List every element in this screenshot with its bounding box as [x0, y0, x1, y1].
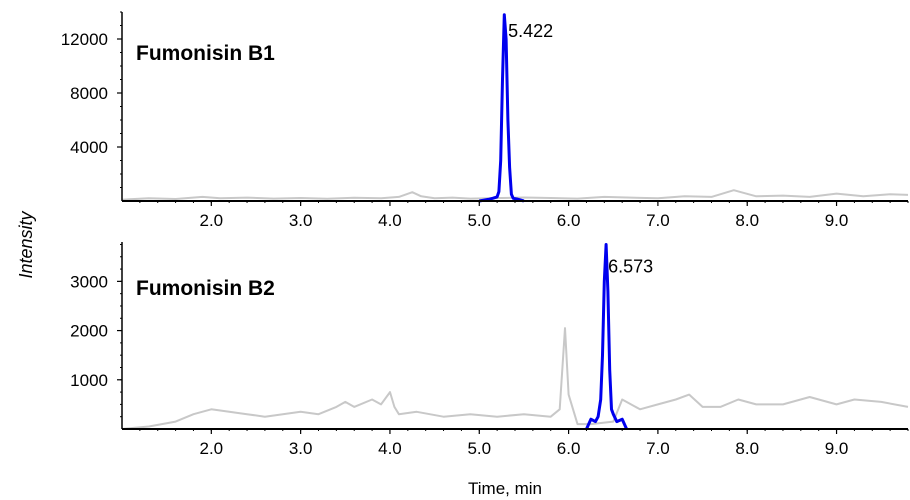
y-axis-title: Intensity — [16, 210, 36, 278]
x-tick-label: 2.0 — [199, 211, 223, 230]
x-tick-label: 8.0 — [735, 439, 759, 458]
x-tick-label: 3.0 — [289, 439, 313, 458]
x-tick-label: 8.0 — [735, 211, 759, 230]
y-tick-label: 3000 — [70, 272, 108, 291]
x-tick-label: 4.0 — [378, 439, 402, 458]
peak-retention-label-2: 6.573 — [608, 257, 653, 277]
x-tick-label: 4.0 — [378, 211, 402, 230]
chart-title-2: Fumonisin B2 — [136, 277, 275, 300]
x-tick-label: 6.0 — [557, 211, 581, 230]
peak-series-line-2 — [585, 243, 628, 430]
x-tick-label: 7.0 — [646, 211, 670, 230]
x-tick-label: 5.0 — [467, 439, 491, 458]
x-tick-label: 7.0 — [646, 439, 670, 458]
x-tick-label: 5.0 — [467, 211, 491, 230]
x-tick-label: 6.0 — [557, 439, 581, 458]
chart-panel-2: 2.0 3.0 4.0 5.0 6.0 7.0 8.0 9.0 1000 2000 3000 Fumo… — [70, 242, 909, 458]
chart-title-1: Fumonisin B1 — [136, 42, 275, 65]
y-tick-label: 4000 — [70, 138, 108, 157]
x-tick-label: 2.0 — [199, 439, 223, 458]
x-tick-label: 9.0 — [825, 439, 849, 458]
x-tick-label: 3.0 — [289, 211, 313, 230]
x-tick-label: 9.0 — [825, 211, 849, 230]
x-axis-title: Time, min — [468, 479, 542, 498]
background-series-line-1 — [121, 189, 909, 201]
y-tick-label: 1000 — [70, 371, 108, 390]
y-tick-label: 2000 — [70, 322, 108, 341]
y-tick-label: 12000 — [61, 30, 108, 49]
peak-retention-label-1: 5.422 — [508, 21, 553, 41]
peak-series-line-1 — [479, 13, 525, 203]
y-tick-label: 8000 — [70, 84, 108, 103]
background-series-line-2 — [121, 327, 909, 430]
chart-panel-1: 2.0 3.0 4.0 5.0 6.0 7.0 8.0 9.0 4000 8000 12000 Fum… — [61, 11, 909, 230]
